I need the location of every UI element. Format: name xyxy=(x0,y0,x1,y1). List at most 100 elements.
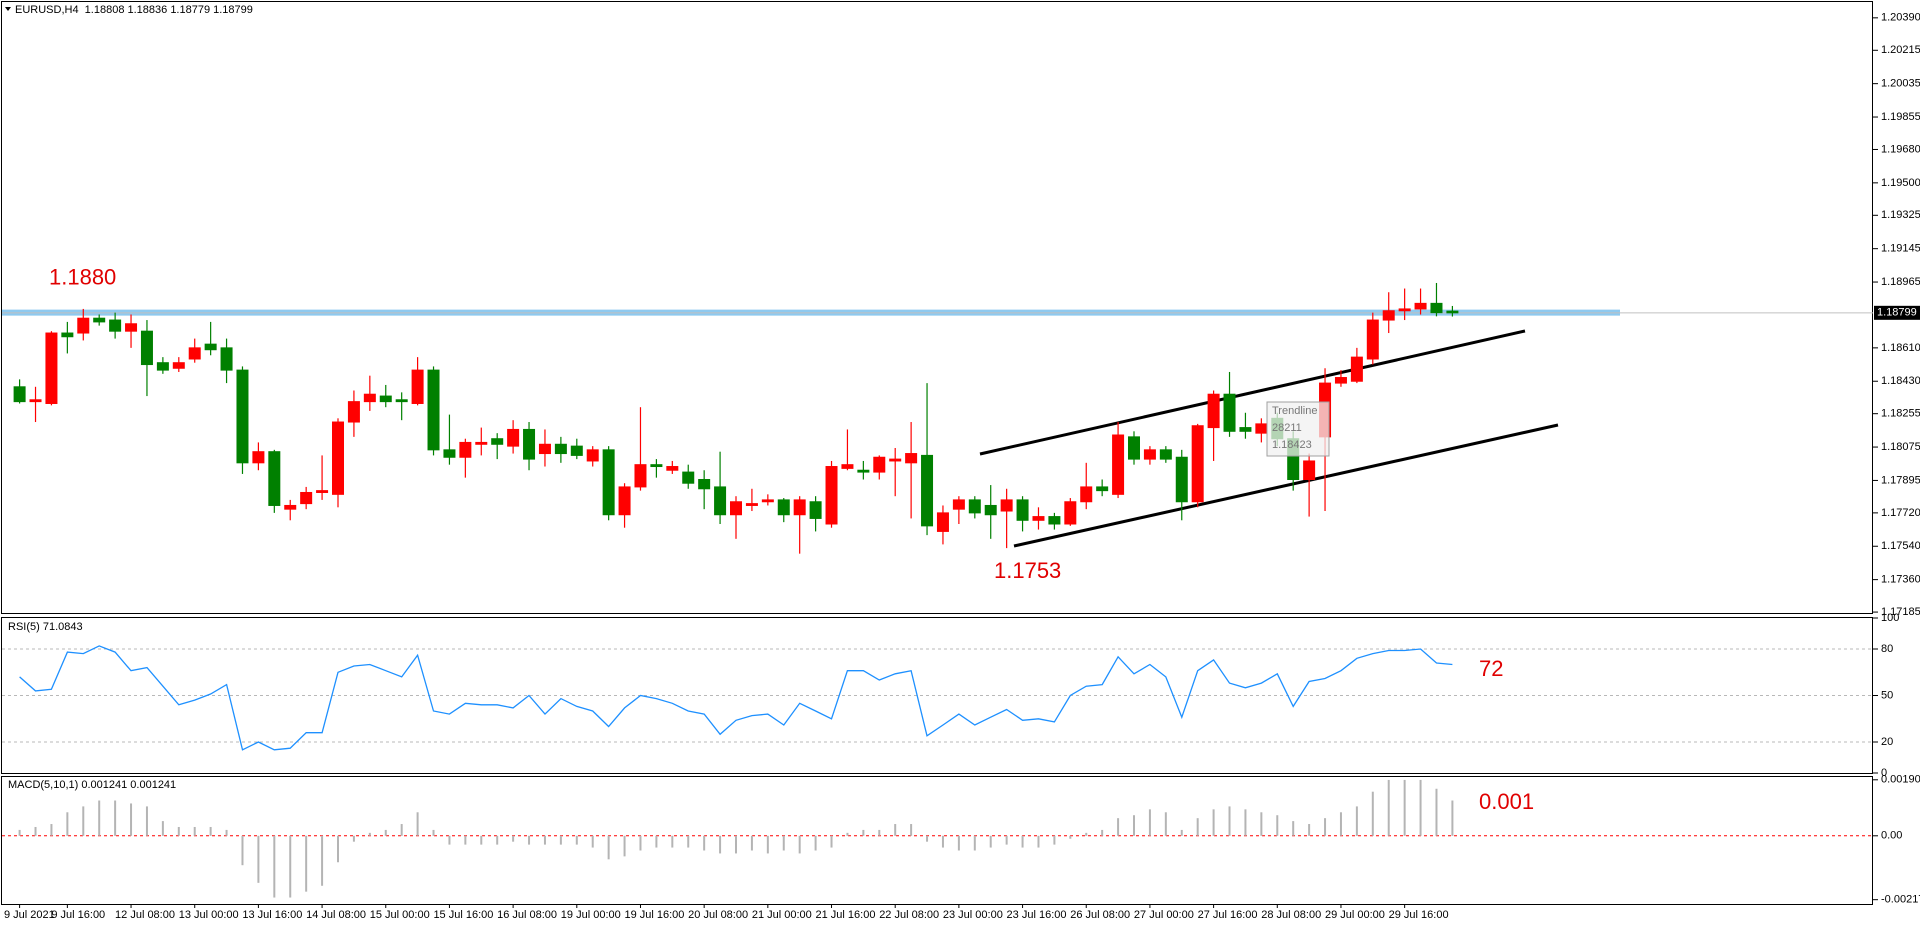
candle-body xyxy=(1128,436,1140,460)
y-tick-label: 50 xyxy=(1881,689,1893,701)
tooltip-text: 28211 xyxy=(1272,422,1302,434)
current-price-label: 1.18799 xyxy=(1877,307,1917,319)
y-tick-label: 1.18965 xyxy=(1881,276,1920,288)
rsi-line xyxy=(19,645,1453,751)
candle-body xyxy=(300,491,313,505)
candle-body xyxy=(1366,319,1379,360)
candle-body xyxy=(1398,308,1411,312)
x-tick-label: 9 Jul 16:00 xyxy=(51,909,105,921)
macd-panel-frame xyxy=(1,776,1873,905)
x-tick-label: 20 Jul 08:00 xyxy=(688,909,748,921)
candle-body xyxy=(968,499,981,514)
y-tick-label: 1.20390 xyxy=(1881,12,1920,24)
x-tick-label: 23 Jul 00:00 xyxy=(943,909,1003,921)
x-tick-label: 21 Jul 00:00 xyxy=(752,909,812,921)
candle-body xyxy=(1048,516,1061,525)
y-tick-label: 1.18430 xyxy=(1881,375,1920,387)
trendline-upper[interactable] xyxy=(979,329,1526,456)
candle-body xyxy=(363,393,376,403)
x-tick-label: 12 Jul 08:00 xyxy=(115,909,175,921)
candle-body xyxy=(634,464,647,488)
x-tick-label: 22 Jul 08:00 xyxy=(879,909,939,921)
candle-body xyxy=(857,469,870,473)
candle-body xyxy=(507,428,520,447)
candle-body xyxy=(1430,302,1443,314)
y-tick-label: 1.19325 xyxy=(1881,209,1920,221)
candle-body xyxy=(936,512,949,532)
macd-title: MACD(5,10,1) 0.001241 0.001241 xyxy=(8,779,176,791)
y-tick-label: 20 xyxy=(1881,736,1893,748)
y-tick-label: 100 xyxy=(1881,612,1899,624)
candle-body xyxy=(1382,310,1395,321)
x-tick-label: 21 Jul 16:00 xyxy=(816,909,876,921)
y-tick-label: -0.002173 xyxy=(1881,894,1920,906)
candle-body xyxy=(93,317,106,323)
candle-body xyxy=(1303,460,1316,481)
candle-body xyxy=(13,386,26,403)
y-tick-label: 1.17895 xyxy=(1881,474,1920,486)
candle-body xyxy=(1334,377,1347,384)
y-tick-label: 1.19500 xyxy=(1881,177,1920,189)
candle-body xyxy=(1350,356,1363,382)
candle-body xyxy=(459,441,472,458)
candle-body xyxy=(77,317,90,334)
candle-body xyxy=(347,401,360,423)
candle-body xyxy=(650,464,663,468)
trendline-lower[interactable] xyxy=(1013,423,1559,548)
candle-body xyxy=(1016,499,1029,521)
candle-body xyxy=(1175,456,1188,503)
candle-body xyxy=(475,441,488,445)
resistance-label: 1.1880 xyxy=(49,264,116,289)
candle-body xyxy=(905,453,918,464)
candle-body xyxy=(586,449,599,462)
candle-body xyxy=(666,466,679,471)
candle-body xyxy=(252,451,265,464)
chart-title: EURUSD,H4 1.18808 1.18836 1.18779 1.1879… xyxy=(15,4,253,16)
y-tick-label: 1.19145 xyxy=(1881,243,1920,255)
candle-body xyxy=(841,464,854,469)
x-tick-label: 15 Jul 16:00 xyxy=(433,909,493,921)
candle-body xyxy=(952,499,965,510)
candle-body xyxy=(1143,449,1156,460)
candle-body xyxy=(730,501,742,516)
candle-body xyxy=(777,499,790,516)
x-tick-label: 15 Jul 00:00 xyxy=(370,909,430,921)
candle-body xyxy=(379,395,392,403)
menu-triangle[interactable] xyxy=(5,7,11,11)
tooltip-text: 1.18423 xyxy=(1272,439,1312,451)
x-tick-label: 23 Jul 16:00 xyxy=(1007,909,1067,921)
candle-body xyxy=(1096,486,1109,492)
candle-body xyxy=(156,362,169,371)
candle-body xyxy=(889,458,902,462)
candle-body xyxy=(188,347,201,360)
candle-body xyxy=(570,445,583,456)
candle-body xyxy=(29,399,42,403)
y-tick-label: 1.20035 xyxy=(1881,78,1920,90)
rsi-title: RSI(5) 71.0843 xyxy=(8,621,83,633)
y-tick-label: 1.20215 xyxy=(1881,44,1920,56)
candle-body xyxy=(236,369,249,464)
candle-body xyxy=(984,504,997,516)
x-tick-label: 27 Jul 00:00 xyxy=(1134,909,1194,921)
candle-body xyxy=(793,499,806,516)
candle-body xyxy=(714,486,727,516)
y-tick-label: 0 xyxy=(1881,767,1887,779)
candle-body xyxy=(1080,486,1093,503)
candle-body xyxy=(761,499,774,503)
candle-body xyxy=(1032,516,1045,521)
candle-body xyxy=(268,451,281,506)
x-tick-label: 9 Jul 2021 xyxy=(4,909,55,921)
x-tick-label: 16 Jul 08:00 xyxy=(497,909,557,921)
candle-body xyxy=(61,332,74,338)
candle-body xyxy=(427,369,440,451)
y-tick-label: 1.17540 xyxy=(1881,540,1920,552)
x-tick-label: 29 Jul 16:00 xyxy=(1389,909,1449,921)
candle-body xyxy=(109,319,122,332)
candle-body xyxy=(554,443,567,455)
annotation: 72 xyxy=(1479,656,1503,681)
candle-body xyxy=(825,466,838,525)
tooltip-box xyxy=(1266,401,1330,457)
candle-body xyxy=(284,504,297,510)
